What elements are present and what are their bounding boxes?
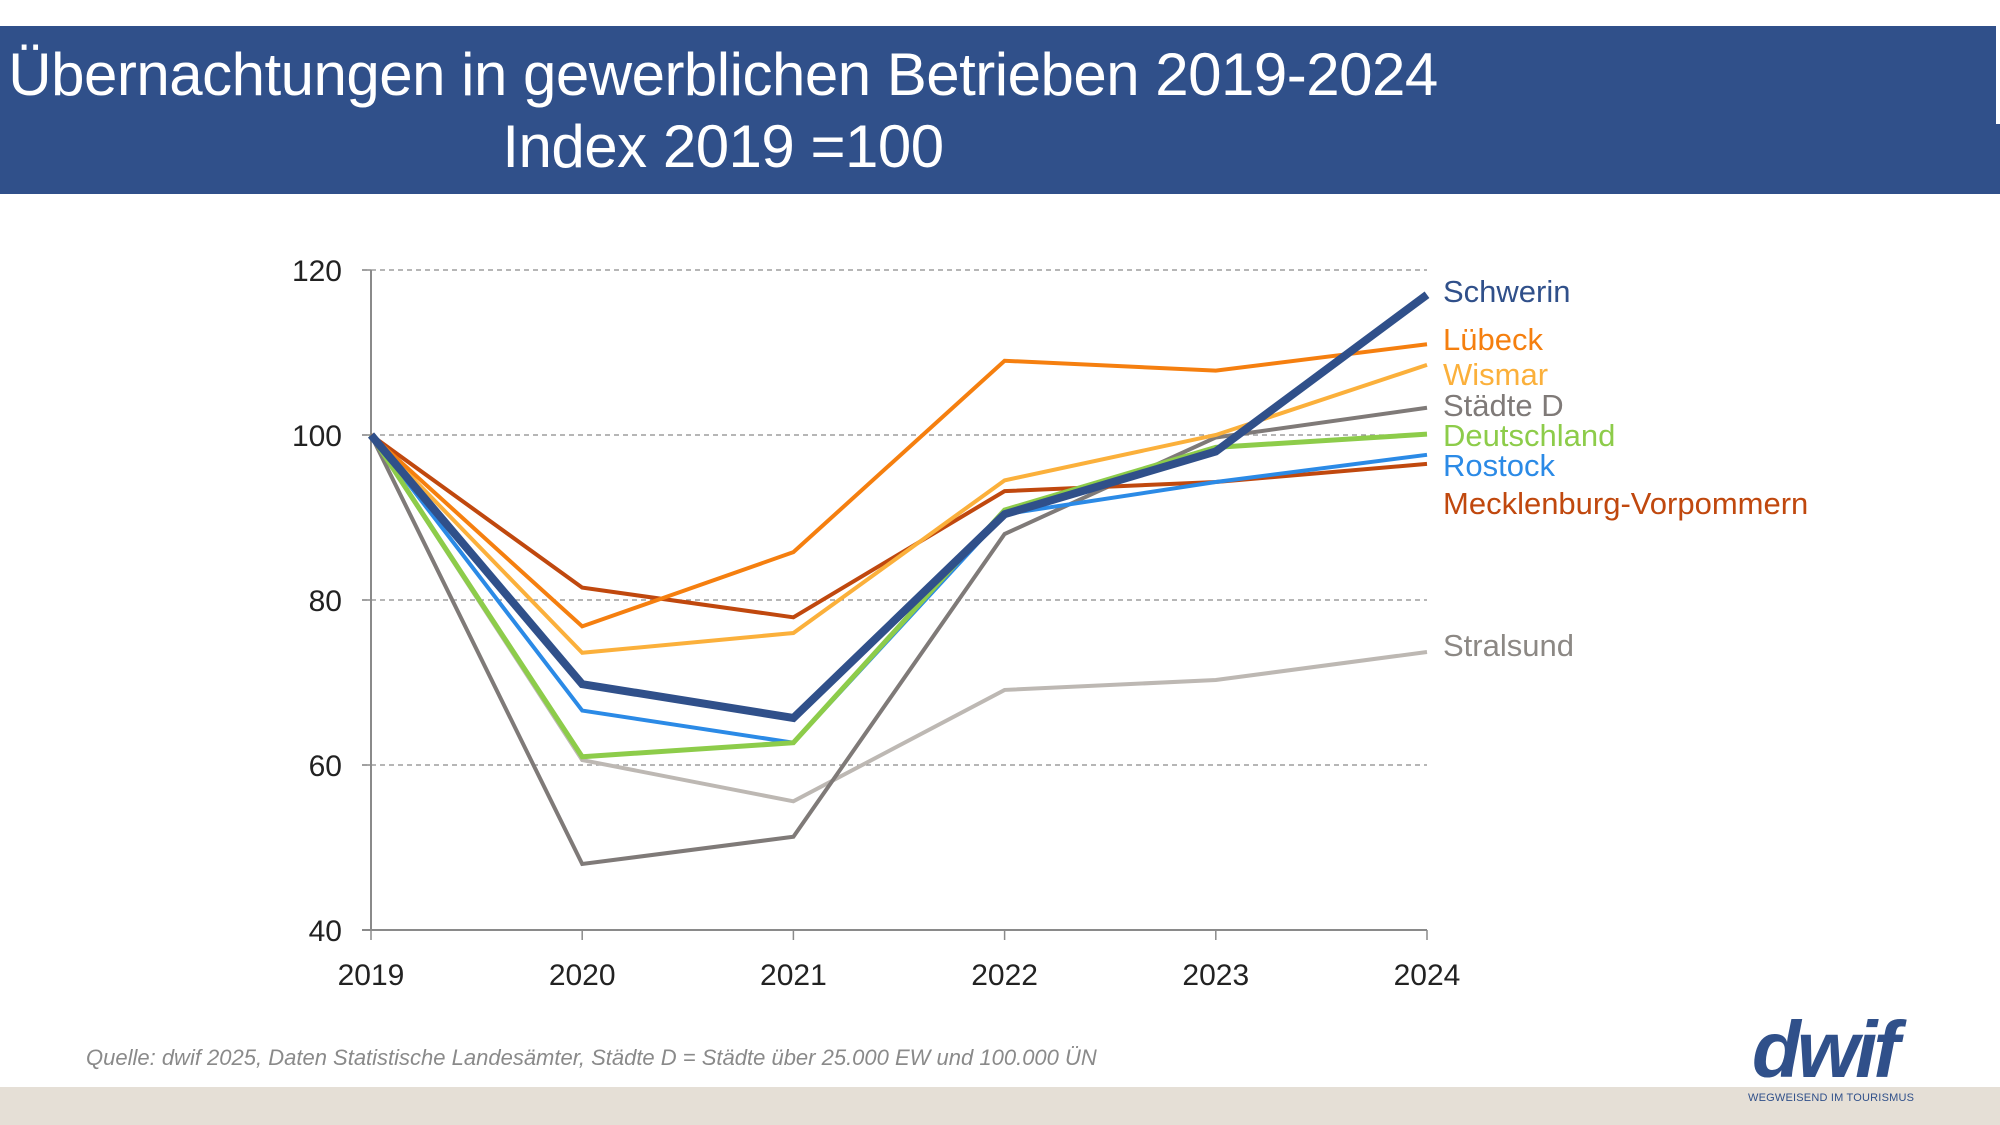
axes: 40 60 80 100 120 2019 2020 2021 2022 2023 2024 <box>292 255 1460 992</box>
footer-band <box>0 1087 2000 1125</box>
title-banner <box>0 26 1996 194</box>
series-label-rostock: Rostock <box>1443 448 1555 483</box>
y-tick-label: 40 <box>309 915 342 948</box>
series-label-wismar: Wismar <box>1443 357 1548 392</box>
series-line-st-dte-d <box>369 405 1428 867</box>
y-tick-label: 60 <box>309 750 342 783</box>
series-label-st-dte-d: Städte D <box>1443 388 1564 423</box>
dwif-logo: dwif <box>1752 1005 1900 1094</box>
source-note: Quelle: dwif 2025, Daten Statistische La… <box>86 1045 1097 1070</box>
series-line-rostock <box>369 433 1428 745</box>
series-line-l-beck <box>369 342 1428 629</box>
series-line-mecklenburg-vorpommern <box>369 433 1428 620</box>
x-tick-label: 2020 <box>549 959 616 992</box>
x-tick-label: 2019 <box>338 959 405 992</box>
gridlines <box>362 269 1427 766</box>
x-tick-label: 2022 <box>971 959 1038 992</box>
y-tick-label: 80 <box>309 585 342 618</box>
series-label-mecklenburg-vorpommern: Mecklenburg-Vorpommern <box>1443 486 1808 521</box>
x-tick-label: 2023 <box>1182 959 1249 992</box>
chart-title: Übernachtungen in gewerblichen Betrieben… <box>8 41 1438 108</box>
series-label-deutschland: Deutschland <box>1443 418 1615 453</box>
series-label-l-beck: Lübeck <box>1443 322 1543 357</box>
series-label-schwerin: Schwerin <box>1443 274 1571 309</box>
series-line-schwerin <box>367 291 1430 723</box>
x-tick-label: 2021 <box>760 959 827 992</box>
y-tick-label: 120 <box>292 255 342 288</box>
series-label-stralsund: Stralsund <box>1443 628 1574 663</box>
banner-edge <box>1996 124 2000 194</box>
series-lines <box>367 291 1430 867</box>
series-line-deutschland <box>368 431 1428 760</box>
x-tick-label: 2024 <box>1394 959 1461 992</box>
chart-subtitle: Index 2019 =100 <box>502 113 944 180</box>
logo-tagline: WEGWEISEND IM TOURISMUS <box>1748 1092 1915 1104</box>
y-tick-label: 100 <box>292 420 342 453</box>
